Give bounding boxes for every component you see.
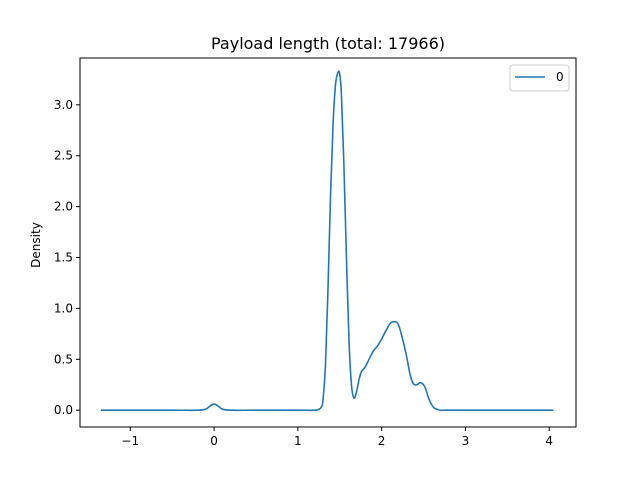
legend: 0 [509,64,570,92]
x-tick-label: 4 [545,434,553,448]
series-layer [100,70,554,412]
y-tick-label: 2.0 [54,200,73,214]
y-tick-label: 3.0 [54,98,73,112]
legend-box [509,64,570,92]
y-axis-label: Density [29,222,43,268]
chart-title: Payload length (total: 17966) [211,34,445,53]
y-axis: 0.0 0.5 1.0 1.5 2.0 2.5 3.0 [54,98,80,417]
x-tick-label: 0 [210,434,218,448]
y-tick-label: 1.0 [54,301,73,315]
y-tick-label: 0.0 [54,403,73,417]
x-axis: −1 0 1 2 3 4 [121,427,553,448]
x-tick-label: 3 [462,434,470,448]
plot-frame [79,57,577,428]
x-tick-label: 1 [294,434,302,448]
legend-label: 0 [556,70,564,84]
y-tick-label: 0.5 [54,352,73,366]
y-tick-label: 1.5 [54,251,73,265]
x-tick-label: −1 [121,434,139,448]
series-line-0 [100,70,554,412]
x-tick-label: 2 [378,434,386,448]
y-tick-label: 2.5 [54,149,73,163]
